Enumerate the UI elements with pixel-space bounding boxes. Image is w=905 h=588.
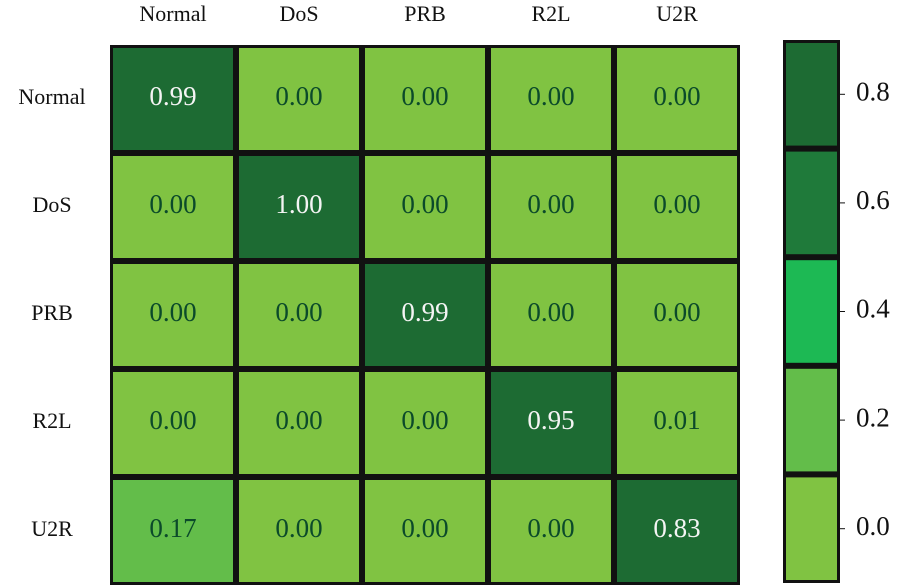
heatmap-cell <box>365 156 485 258</box>
colorbar-segment <box>786 260 837 363</box>
cell-label: 0.95 <box>527 405 574 435</box>
cell-label: 0.00 <box>527 297 574 327</box>
cell-label: 0.00 <box>653 81 700 111</box>
heatmap-cell <box>617 480 737 582</box>
heatmap-cell <box>239 48 359 150</box>
cell-label: 0.00 <box>149 189 196 219</box>
heatmap-cell <box>113 480 233 582</box>
heatmap-cell <box>239 264 359 366</box>
cell-label: 0.01 <box>653 405 700 435</box>
colorbar-tick-label: 0.6 <box>856 185 890 215</box>
colorbar-segment <box>786 477 837 580</box>
heatmap-cell <box>491 264 611 366</box>
colorbar-tick-label: 0.4 <box>856 294 890 324</box>
cell-label: 0.99 <box>401 297 448 327</box>
cell-label: 0.00 <box>149 405 196 435</box>
colorbar-tick-label: 0.0 <box>856 511 890 541</box>
heatmap-cell <box>365 372 485 474</box>
heatmap-cell <box>365 264 485 366</box>
y-tick-label: PRB <box>31 300 73 325</box>
cell-label: 0.00 <box>275 297 322 327</box>
cell-label: 0.00 <box>275 513 322 543</box>
y-tick-label: R2L <box>32 408 71 433</box>
y-tick-label: Normal <box>18 84 85 109</box>
heatmap-cell <box>113 372 233 474</box>
heatmap-cell <box>239 480 359 582</box>
cell-label: 0.83 <box>653 513 700 543</box>
heatmap-cell <box>617 264 737 366</box>
heatmap-cell <box>113 48 233 150</box>
heatmap-cell <box>239 372 359 474</box>
cell-label: 0.00 <box>401 81 448 111</box>
cell-label: 0.00 <box>275 405 322 435</box>
heatmap-cell <box>617 48 737 150</box>
heatmap-cell <box>491 156 611 258</box>
colorbar-segment <box>786 368 837 472</box>
cell-label: 0.17 <box>149 513 196 543</box>
cell-label: 0.99 <box>149 81 196 111</box>
cell-label: 0.00 <box>527 81 574 111</box>
cell-label: 0.00 <box>149 297 196 327</box>
colorbar-tick-label: 0.8 <box>856 77 890 107</box>
x-tick-label: Normal <box>139 1 206 26</box>
heatmap-cell <box>365 48 485 150</box>
cell-label: 0.00 <box>527 189 574 219</box>
colorbar-tick-label: 0.2 <box>856 402 890 432</box>
heatmap-cell <box>617 372 737 474</box>
heatmap-cell <box>365 480 485 582</box>
y-tick-label: U2R <box>31 516 73 541</box>
colorbar-segment <box>786 43 837 146</box>
cell-label: 0.00 <box>275 81 322 111</box>
heatmap-cell <box>617 156 737 258</box>
cell-label: 1.00 <box>275 189 322 219</box>
cell-label: 0.00 <box>653 297 700 327</box>
cell-label: 0.00 <box>653 189 700 219</box>
cell-label: 0.00 <box>401 189 448 219</box>
x-tick-label: R2L <box>531 1 570 26</box>
cell-label: 0.00 <box>401 405 448 435</box>
colorbar-segment <box>786 151 837 255</box>
x-tick-label: U2R <box>656 1 698 26</box>
cell-label: 0.00 <box>401 513 448 543</box>
x-tick-label: DoS <box>279 1 318 26</box>
heatmap-cell <box>239 156 359 258</box>
heatmap-cell <box>491 48 611 150</box>
heatmap-cell <box>113 156 233 258</box>
heatmap-cell <box>491 372 611 474</box>
heatmap-cell <box>113 264 233 366</box>
heatmap-cell <box>491 480 611 582</box>
x-tick-label: PRB <box>404 1 446 26</box>
cell-label: 0.00 <box>527 513 574 543</box>
y-tick-label: DoS <box>32 192 71 217</box>
